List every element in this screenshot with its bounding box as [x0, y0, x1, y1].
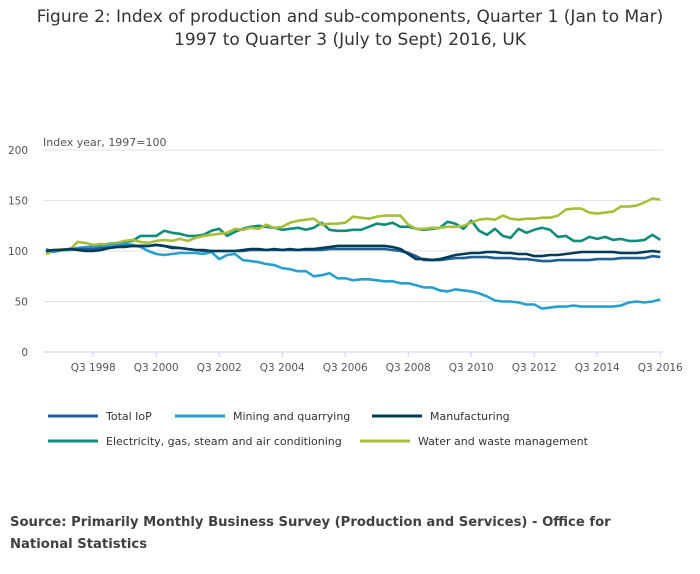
- x-axis-ticks: Q3 1998 Q3 2000 Q3 2002 Q3 2004 Q3 2006 Q3 20…: [71, 352, 683, 374]
- legend-label: Water and waste management: [418, 435, 589, 448]
- y-tick-label: 100: [8, 246, 28, 258]
- x-tick-label: Q3 2004: [260, 362, 305, 374]
- legend-label: Total IoP: [105, 410, 152, 423]
- x-tick-label: Q3 2016: [638, 362, 683, 374]
- series-line-water-and-waste-management: [45, 197, 661, 256]
- x-tick-label: Q3 1998: [71, 362, 116, 374]
- legend-item[interactable]: Water and waste management: [360, 435, 589, 448]
- x-tick-label: Q3 2002: [197, 362, 242, 374]
- line-chart: Index year, 1997=100 0 50 100 150 200 Q3 199…: [8, 136, 683, 448]
- chart-title-line2: 1997 to Quarter 3 (July to Sept) 2016, U…: [174, 30, 526, 50]
- x-tick-label: Q3 2008: [386, 362, 431, 374]
- series-lines: [45, 197, 662, 310]
- legend-item[interactable]: Manufacturing: [372, 410, 510, 423]
- series-line-manufacturing: [45, 243, 661, 262]
- chart-title-line1: Figure 2: Index of production and sub-co…: [36, 7, 664, 27]
- y-tick-label: 200: [8, 145, 28, 157]
- legend-item[interactable]: Mining and quarrying: [175, 410, 350, 423]
- y-axis-ticks: 0 50 100 150 200: [8, 145, 28, 359]
- legend-label: Electricity, gas, steam and air conditio…: [106, 435, 342, 448]
- chart-title: Figure 2: Index of production and sub-co…: [0, 6, 700, 52]
- y-axis-label: Index year, 1997=100: [43, 136, 167, 149]
- series-line-electricity-gas-steam-and-air-conditioning: [45, 219, 662, 255]
- legend-item[interactable]: Total IoP: [48, 410, 152, 423]
- legend-label: Manufacturing: [430, 410, 510, 423]
- y-tick-label: 150: [8, 196, 28, 208]
- series-line-mining-and-quarrying: [45, 242, 661, 310]
- legend-label: Mining and quarrying: [233, 410, 350, 423]
- legend-item[interactable]: Electricity, gas, steam and air conditio…: [48, 435, 342, 448]
- source-note: Source: Primarily Monthly Business Surve…: [10, 515, 611, 552]
- x-tick-label: Q3 2012: [512, 362, 557, 374]
- x-tick-label: Q3 2000: [134, 362, 179, 374]
- x-tick-label: Q3 2010: [449, 362, 494, 374]
- x-tick-label: Q3 2006: [323, 362, 368, 374]
- y-tick-label: 50: [15, 297, 28, 309]
- legend: Total IoP Mining and quarrying Manufacturi…: [48, 410, 589, 448]
- gridlines: [43, 149, 663, 353]
- y-tick-label: 0: [21, 347, 28, 359]
- x-tick-label: Q3 2014: [575, 362, 620, 374]
